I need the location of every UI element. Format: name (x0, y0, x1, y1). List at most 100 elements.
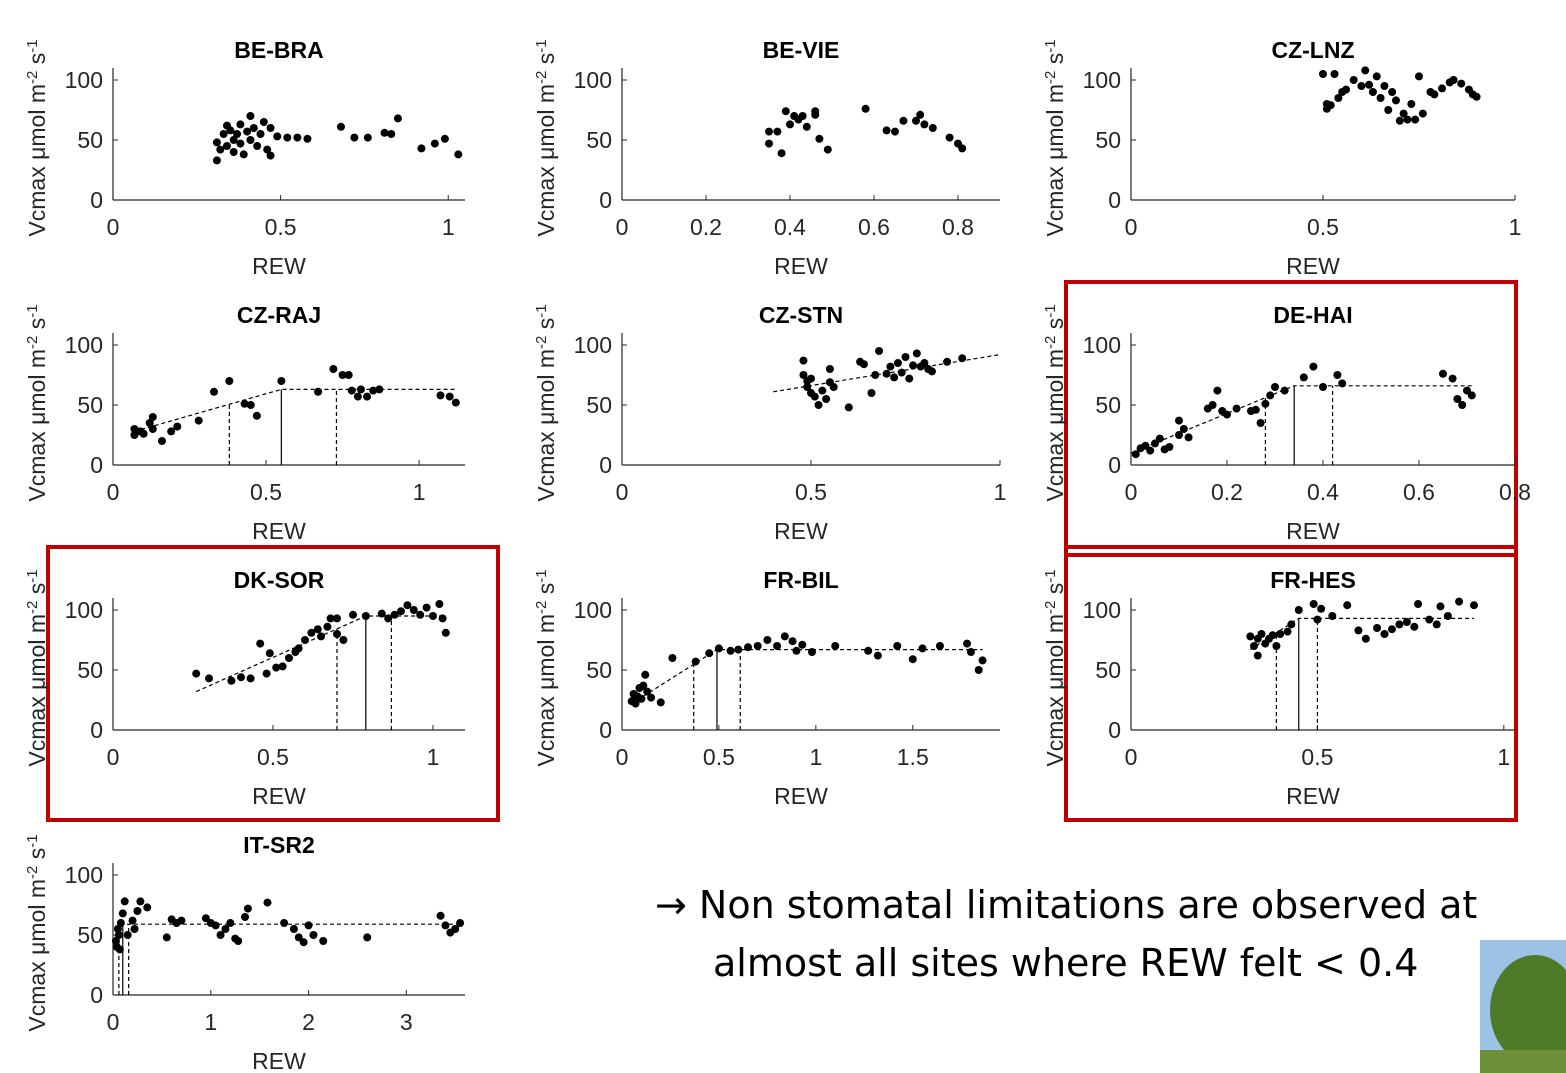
fit-line (134, 388, 456, 432)
highlight-box (46, 545, 500, 822)
x-tick-label: 0 (107, 479, 120, 505)
y-axis-label-part: Vcmax μmol m (1042, 349, 1068, 502)
fit-line (631, 649, 983, 705)
data-point (1349, 76, 1358, 84)
data-point (744, 643, 752, 652)
data-point (1287, 620, 1296, 629)
x-tick-label: 0.6 (1403, 479, 1435, 505)
data-point (246, 136, 255, 144)
data-point (350, 133, 359, 142)
y-axis-label-part: -1 (24, 569, 41, 582)
data-point (890, 373, 899, 382)
data-point (249, 124, 258, 132)
data-point (798, 112, 807, 120)
y-tick-label: 100 (574, 597, 612, 623)
data-point (347, 386, 356, 395)
subplot: DK-SOR 0 0.5 1 0 50 100 REW Vcmax μmol m-2 s-1 (24, 545, 500, 822)
y-axis-label-part: s (24, 53, 50, 71)
data-point (1334, 94, 1343, 102)
data-point (643, 687, 652, 696)
y-axis-label: Vcmax μmol m-2 s-1 (533, 569, 560, 766)
x-axis-label: REW (252, 253, 306, 279)
data-point (440, 134, 449, 143)
data-point (1399, 109, 1408, 118)
data-point (815, 134, 824, 143)
data-point (1319, 383, 1327, 391)
data-point (1410, 622, 1419, 631)
data-point (211, 921, 220, 930)
data-point (780, 632, 789, 641)
data-point (339, 636, 348, 644)
y-axis-label-part: Vcmax μmol m (24, 349, 50, 502)
subplot-title: BE-VIE (763, 37, 840, 63)
data-point (1418, 109, 1427, 118)
data-point (363, 392, 372, 401)
subplot-title: IT-SR2 (243, 832, 315, 858)
subplot-title: FR-HES (1270, 567, 1356, 593)
data-point (875, 347, 884, 355)
data-point (148, 425, 157, 433)
annotation-line: almost all sites where REW felt < 0.4 (713, 941, 1418, 985)
data-point (1165, 443, 1174, 451)
data-point (734, 645, 743, 654)
data-point (1251, 405, 1260, 414)
tree-crown (1490, 955, 1566, 1065)
data-point (237, 673, 245, 682)
x-tick-label: 1 (994, 479, 1007, 505)
data-point (115, 945, 124, 954)
data-point (397, 607, 405, 616)
data-point (963, 639, 972, 648)
data-point (893, 359, 902, 367)
data-point (1372, 72, 1381, 81)
y-axis-label-part: s (533, 53, 559, 71)
data-point (773, 127, 782, 136)
data-point (118, 909, 127, 918)
x-tick-label: 1 (1509, 214, 1522, 240)
data-point (647, 693, 656, 702)
data-point (1467, 391, 1476, 400)
data-point (1395, 620, 1404, 629)
data-point (344, 371, 353, 379)
data-point (113, 925, 122, 933)
data-point (317, 632, 325, 641)
data-point (1438, 84, 1447, 93)
data-point (219, 130, 228, 138)
y-axis-label-part: -1 (1042, 39, 1059, 52)
data-point (1299, 373, 1308, 382)
data-point (280, 919, 289, 927)
ground (1480, 1050, 1566, 1073)
data-point (246, 674, 255, 683)
data-point (1280, 386, 1289, 395)
data-point (253, 142, 262, 150)
data-point (277, 377, 286, 385)
data-point (387, 130, 396, 138)
data-point (814, 401, 823, 409)
y-axis-label-part: s (533, 583, 559, 601)
data-point (871, 371, 880, 379)
x-axis-label: REW (774, 783, 828, 809)
data-point (920, 359, 929, 367)
subplot-title: CZ-LNZ (1271, 37, 1354, 63)
data-point (307, 628, 316, 637)
y-tick-label: 50 (77, 127, 103, 153)
highlight-box (1064, 545, 1518, 822)
x-tick-label: 1 (427, 744, 440, 770)
data-point (145, 419, 154, 427)
data-point (259, 118, 268, 126)
y-tick-label: 100 (1083, 332, 1121, 358)
data-point (390, 610, 399, 619)
data-point (799, 371, 808, 379)
data-point (1380, 630, 1389, 638)
x-tick-label: 0.8 (1499, 479, 1531, 505)
data-point (825, 365, 834, 373)
x-tick-label: 1 (1497, 744, 1510, 770)
data-point (935, 642, 944, 650)
data-point (1175, 416, 1183, 425)
data-point (928, 124, 937, 132)
y-axis-label-part: s (24, 583, 50, 601)
data-point (262, 669, 271, 678)
data-point (966, 648, 975, 656)
data-point (1319, 70, 1327, 78)
subplot-title: CZ-STN (759, 302, 843, 328)
data-point (1376, 94, 1385, 102)
